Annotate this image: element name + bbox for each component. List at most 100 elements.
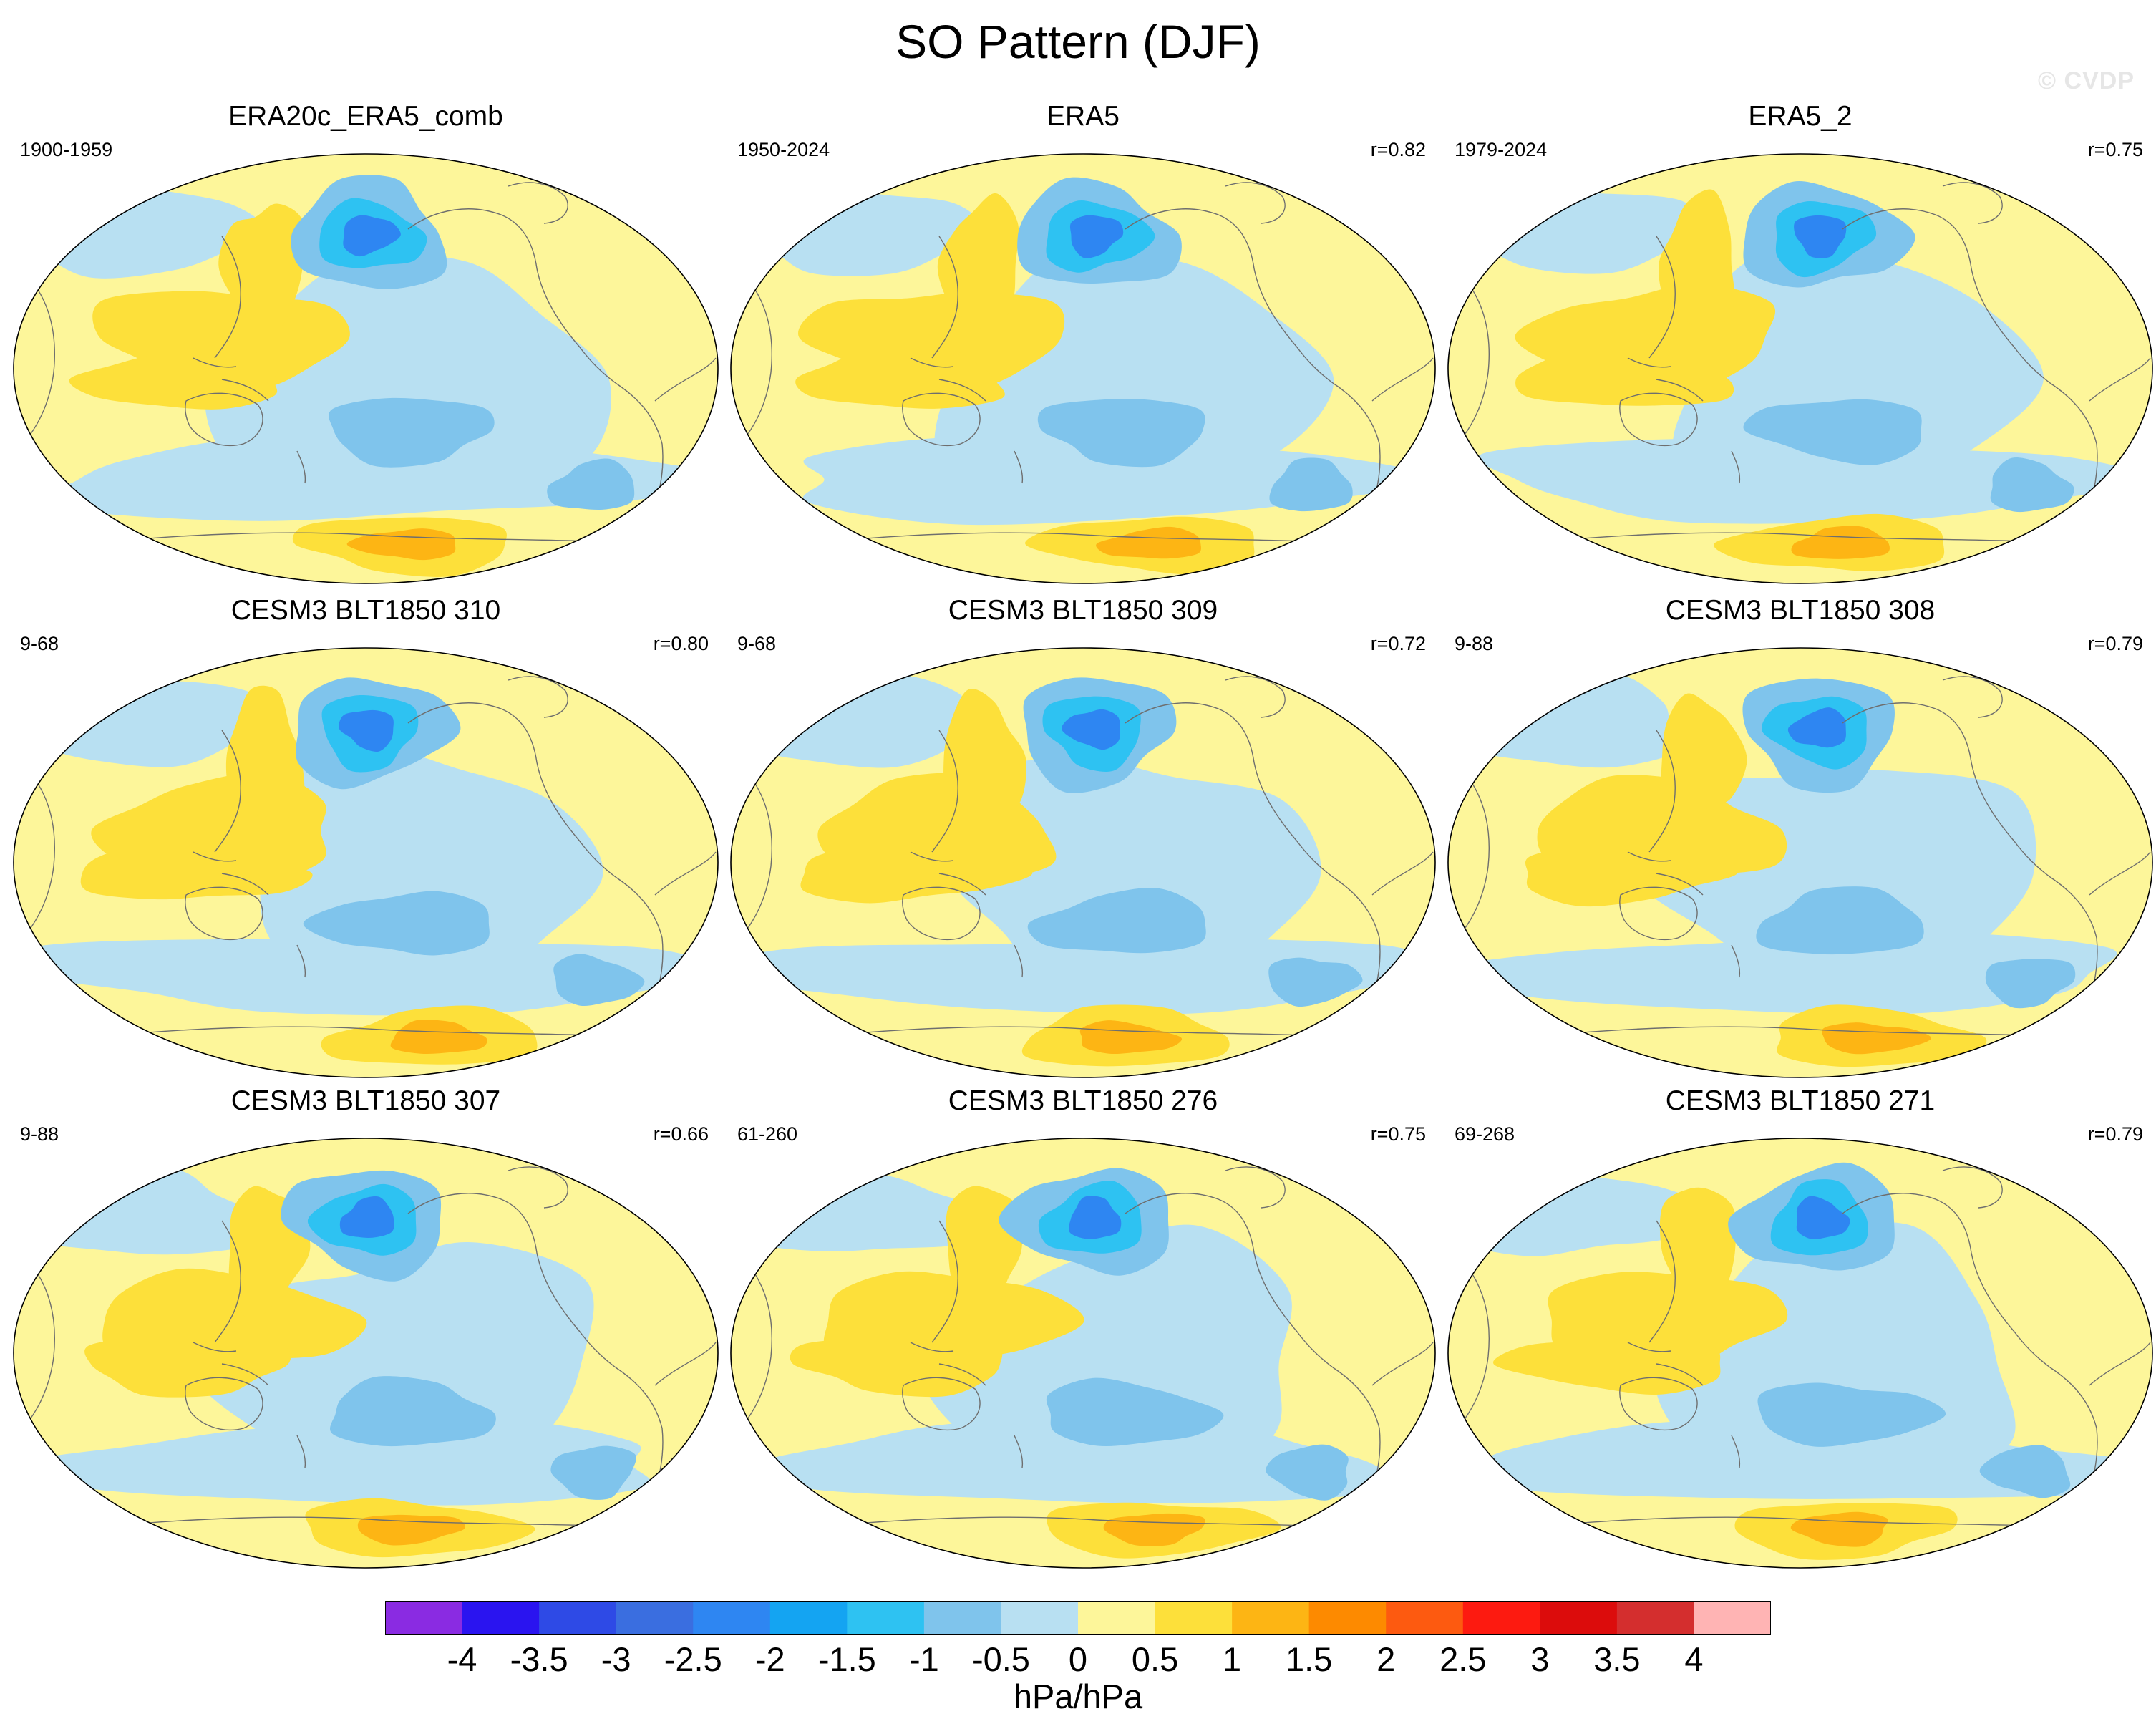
colorbar-swatch bbox=[1155, 1601, 1233, 1635]
coastline bbox=[910, 851, 954, 862]
coastline bbox=[185, 1377, 263, 1431]
coastline bbox=[193, 357, 237, 368]
coastline bbox=[1225, 676, 1286, 718]
coastline bbox=[910, 1342, 954, 1352]
coastline bbox=[193, 851, 237, 862]
coastline bbox=[214, 730, 241, 853]
panel-years: 9-68 bbox=[20, 633, 59, 654]
coastline bbox=[1842, 1193, 2051, 1368]
contour-region bbox=[1069, 215, 1124, 258]
coastline bbox=[1225, 182, 1286, 224]
contour-region bbox=[731, 674, 965, 768]
coastline bbox=[296, 450, 306, 484]
contour-region bbox=[1525, 845, 1739, 907]
colorbar-tick-label: -2.5 bbox=[664, 1640, 722, 1678]
map-outline bbox=[13, 647, 719, 1078]
colorbar-tick-label: 1 bbox=[1223, 1640, 1242, 1678]
contour-region bbox=[80, 843, 313, 900]
contour-region bbox=[1790, 1511, 1888, 1547]
page-title: SO Pattern (DJF) bbox=[895, 15, 1261, 68]
coastline bbox=[1942, 676, 2003, 718]
contour-region bbox=[1796, 1196, 1850, 1240]
colorbar-tick-label: -3.5 bbox=[510, 1640, 568, 1678]
panel-title: CESM3 BLT1850 307 bbox=[230, 1085, 501, 1116]
contour-region bbox=[1477, 438, 2145, 524]
contour-region bbox=[1448, 931, 2117, 1014]
panel-correlation: r=0.75 bbox=[2087, 139, 2143, 160]
colorbar-swatch bbox=[1540, 1601, 1618, 1635]
coastline bbox=[1627, 357, 1671, 368]
coastline bbox=[85, 1026, 652, 1039]
contour-region bbox=[329, 397, 495, 468]
map-outline bbox=[13, 153, 719, 584]
colorbar-swatch bbox=[693, 1601, 771, 1635]
contour-region bbox=[943, 689, 1027, 816]
coastline bbox=[654, 357, 717, 402]
coastline bbox=[1648, 236, 1676, 359]
contour-region bbox=[1822, 1022, 1932, 1055]
map-outline bbox=[13, 1138, 719, 1569]
contour-region bbox=[84, 1335, 291, 1398]
panel-years: 9-88 bbox=[20, 1123, 59, 1145]
contour-region bbox=[225, 685, 305, 822]
map-outline bbox=[1447, 647, 2153, 1078]
contour-region bbox=[1079, 1020, 1183, 1054]
coastline bbox=[1125, 208, 1334, 384]
colorbar-tick-label: -3 bbox=[601, 1640, 631, 1678]
coastline bbox=[938, 873, 986, 896]
coastline bbox=[931, 730, 958, 853]
contour-region bbox=[1757, 1382, 1946, 1447]
coastline bbox=[1311, 1174, 1362, 1193]
coastline bbox=[1942, 182, 2003, 224]
colorbar-swatch bbox=[1078, 1601, 1156, 1635]
robinson-map bbox=[13, 153, 719, 584]
map-outline bbox=[730, 1138, 1436, 1569]
robinson-map bbox=[730, 153, 1436, 584]
coastline bbox=[2089, 357, 2151, 402]
panel-years: 1979-2024 bbox=[1455, 139, 1548, 160]
coastline bbox=[1942, 1166, 2003, 1209]
colorbar-swatch bbox=[385, 1601, 463, 1635]
colorbar-units: hPa/hPa bbox=[1013, 1677, 1143, 1715]
coastline bbox=[931, 236, 958, 359]
contour-region bbox=[346, 528, 456, 561]
coastline bbox=[745, 780, 772, 931]
coastline bbox=[185, 392, 263, 447]
colorbar-tick-label: -0.5 bbox=[971, 1640, 1030, 1678]
panel-correlation: r=0.82 bbox=[1370, 139, 1426, 160]
colorbar-tick-label: 0 bbox=[1068, 1640, 1088, 1678]
panel-title: CESM3 BLT1850 308 bbox=[1665, 595, 1936, 626]
coastline bbox=[1619, 886, 1698, 941]
contour-region bbox=[795, 346, 1005, 409]
coastline bbox=[654, 1342, 717, 1386]
colorbar-tick-label: 2 bbox=[1376, 1640, 1396, 1678]
robinson-map bbox=[13, 1138, 719, 1569]
coastline bbox=[1520, 1026, 2087, 1039]
coastline bbox=[1731, 450, 1741, 484]
contour-region bbox=[303, 891, 490, 956]
coastline bbox=[593, 190, 645, 208]
colorbar-tick-label: -2 bbox=[754, 1640, 785, 1678]
coastline bbox=[214, 1220, 241, 1343]
map-outline bbox=[730, 647, 1436, 1078]
colorbar-tick-label: 3.5 bbox=[1593, 1640, 1641, 1678]
panel-title: CESM3 BLT1850 276 bbox=[948, 1085, 1218, 1116]
colorbar-swatch bbox=[539, 1601, 617, 1635]
coastline bbox=[1619, 392, 1698, 447]
map-panel: ERA5_2 1979-2024 r=0.75 bbox=[1442, 100, 2156, 594]
colorbar-border bbox=[385, 1601, 1771, 1635]
contour-region bbox=[1743, 399, 1922, 465]
coastline bbox=[593, 684, 645, 702]
coastline bbox=[2028, 684, 2079, 702]
contour-region bbox=[1791, 526, 1890, 559]
coastline bbox=[1627, 851, 1671, 862]
watermark: © CVDP bbox=[2038, 67, 2135, 95]
robinson-map bbox=[1447, 1138, 2153, 1569]
coastline bbox=[2089, 851, 2151, 896]
colorbar-swatch bbox=[462, 1601, 540, 1635]
panel-years: 9-68 bbox=[737, 633, 777, 654]
colorbar-tick-label: 3 bbox=[1530, 1640, 1550, 1678]
contour-region bbox=[1979, 1445, 2071, 1498]
contour-region bbox=[553, 954, 645, 1007]
map-panel: CESM3 BLT1850 276 61-260 r=0.75 bbox=[724, 1085, 1442, 1579]
